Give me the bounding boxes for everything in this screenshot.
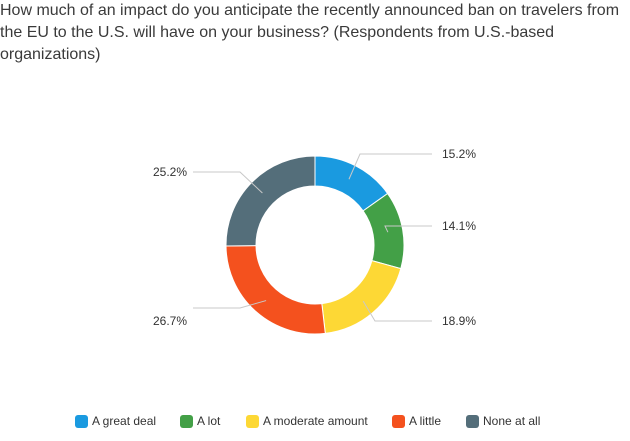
chart-title: How much of an impact do you anticipate … — [0, 2, 620, 63]
legend-swatch-a-lot — [180, 414, 193, 428]
legend-label-a-lot: A lot — [197, 414, 221, 428]
legend-swatch-none-at-all — [466, 414, 479, 428]
data-label-a-great-deal: 15.2% — [442, 147, 476, 161]
data-label-a-lot: 14.1% — [442, 219, 476, 233]
legend-label-a-moderate-amount: A moderate amount — [263, 414, 368, 428]
slice-a-moderate-amount[interactable] — [321, 260, 402, 334]
data-label-a-little: 26.7% — [153, 314, 187, 328]
leader-line-a-moderate-amount — [362, 300, 432, 322]
legend: A great deal A lot A moderate amount A l… — [0, 414, 630, 434]
legend-swatch-a-moderate-amount — [246, 414, 259, 428]
leader-line-a-little — [193, 300, 267, 309]
legend-item-a-moderate-amount[interactable]: A moderate amount — [246, 414, 368, 428]
leader-line-a-great-deal — [348, 153, 432, 180]
legend-swatch-a-great-deal — [75, 414, 88, 428]
slice-a-little[interactable] — [225, 245, 326, 335]
legend-item-none-at-all[interactable]: None at all — [466, 414, 540, 428]
data-label-none-at-all: 25.2% — [153, 165, 187, 179]
legend-item-a-great-deal[interactable]: A great deal — [75, 414, 156, 428]
legend-label-none-at-all: None at all — [483, 414, 541, 428]
leader-line-none-at-all — [193, 171, 263, 194]
legend-item-a-lot[interactable]: A lot — [180, 414, 220, 428]
data-label-a-moderate-amount: 18.9% — [442, 314, 476, 328]
legend-label-a-great-deal: A great deal — [92, 414, 157, 428]
legend-label-a-little: A little — [409, 414, 442, 428]
leader-line-a-lot — [384, 225, 432, 233]
legend-item-a-little[interactable]: A little — [392, 414, 441, 428]
slice-none-at-all[interactable] — [225, 155, 316, 247]
legend-swatch-a-little — [392, 414, 405, 428]
